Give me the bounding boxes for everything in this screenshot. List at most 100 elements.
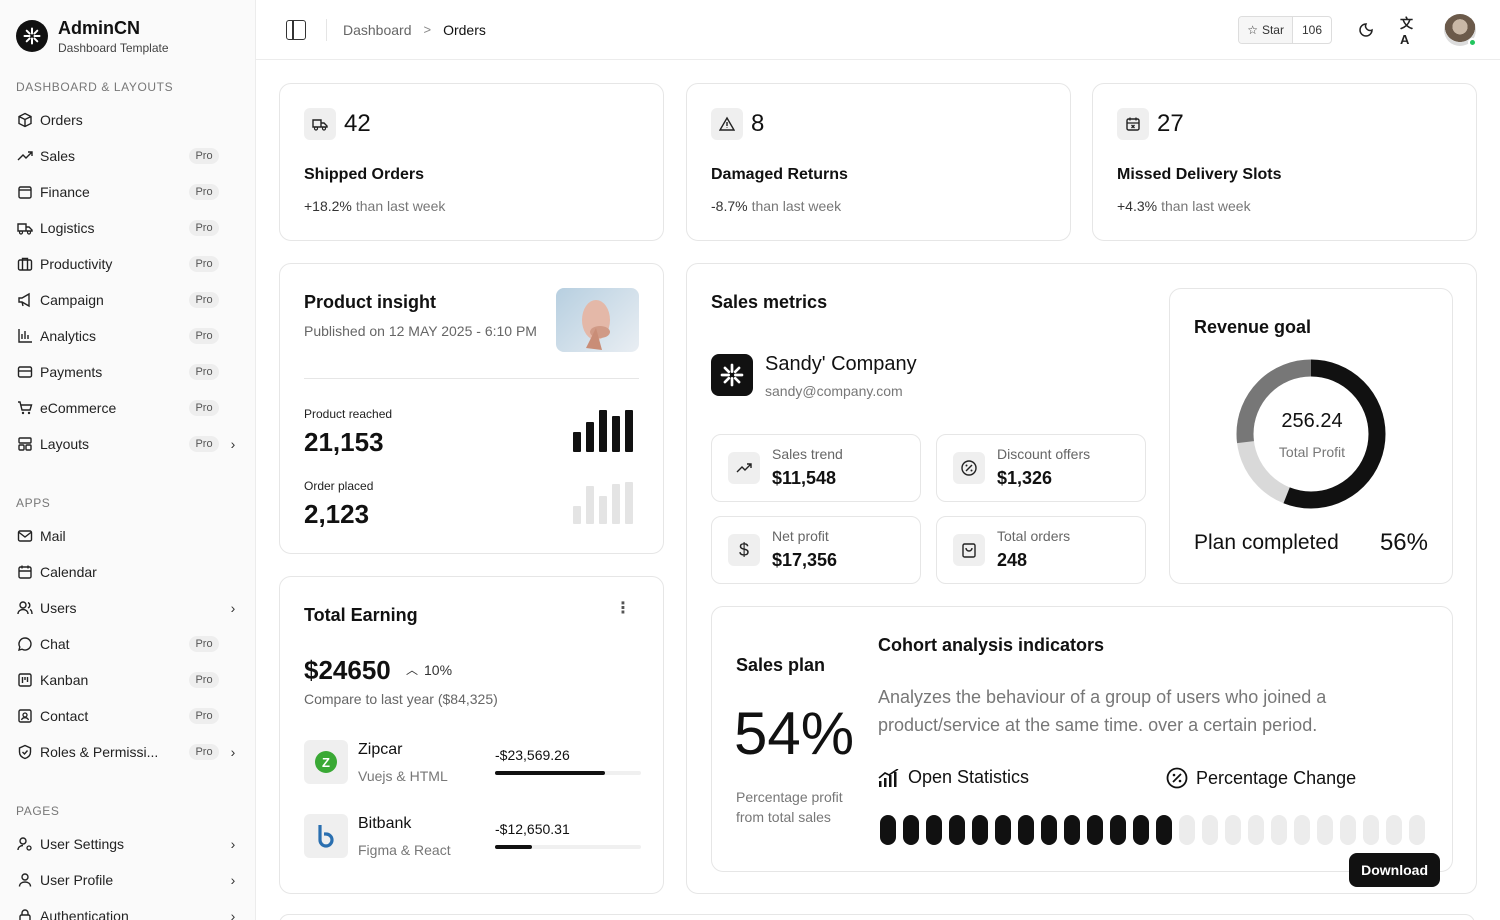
user-icon: [16, 871, 34, 889]
sidebar-item-label: User Profile: [40, 872, 114, 888]
published-date: Published on 12 MAY 2025 - 6:10 PM: [304, 323, 537, 339]
calendar-icon: [16, 563, 34, 581]
metric-box: $ Net profit $17,356: [711, 516, 921, 584]
sidebar-item-label: eCommerce: [40, 400, 117, 416]
sidebar-item-kanban[interactable]: Kanban Pro: [0, 662, 255, 698]
cohort-title: Cohort analysis indicators: [878, 635, 1105, 655]
progress-pill-filled: [926, 815, 942, 845]
github-star-button[interactable]: ☆ Star 106: [1238, 16, 1332, 44]
brand-logo-icon: [16, 20, 48, 52]
sidebar-item-layouts[interactable]: Layouts Pro ›: [0, 426, 255, 462]
sidebar-item-user-profile[interactable]: User Profile ›: [0, 862, 255, 898]
percent-circle-icon: [1166, 767, 1188, 789]
plan-completed-label: Plan completed: [1194, 531, 1339, 554]
sidebar-item-label: Chat: [40, 636, 70, 652]
sidebar-item-chat[interactable]: Chat Pro: [0, 626, 255, 662]
sidebar-item-authentication[interactable]: Authentication ›: [0, 898, 255, 920]
progress-pill-empty: [1248, 815, 1264, 845]
sidebar-item-campaign[interactable]: Campaign Pro: [0, 282, 255, 318]
sidebar-item-users[interactable]: Users ›: [0, 590, 255, 626]
sidebar-section-title: PAGES: [16, 804, 60, 818]
sidebar-item-label: Sales: [40, 148, 76, 164]
sidebar-item-user-settings[interactable]: User Settings ›: [0, 826, 255, 862]
sidebar-item-analytics[interactable]: Analytics Pro: [0, 318, 255, 354]
sales-metrics-card: Sales metrics Sandy' Company sandy@compa…: [686, 263, 1477, 894]
stat-card: 27 Missed Delivery Slots +4.3% than last …: [1092, 83, 1477, 241]
total-earning-card: Total Earning ⋮ $24650 ︿ 10% Compare to …: [279, 576, 664, 894]
earning-change: 10%: [424, 661, 453, 678]
chevron-right-icon: ›: [230, 436, 236, 452]
mail-icon: [16, 527, 34, 545]
topbar: Dashboard > Orders ☆ Star 106 文A: [256, 0, 1500, 60]
sidebar-item-orders[interactable]: Orders: [0, 102, 255, 138]
truck-icon: [16, 219, 34, 237]
open-statistics-link[interactable]: Open Statistics: [878, 767, 1029, 788]
progress-pill-empty: [1340, 815, 1356, 845]
progress-pill-filled: [972, 815, 988, 845]
brand-subtitle: Dashboard Template: [58, 40, 169, 55]
download-button[interactable]: Download: [1349, 853, 1440, 887]
progress-pill-empty: [1225, 815, 1241, 845]
progress-pill-empty: [1409, 815, 1425, 845]
stat-delta-text: than last week: [751, 198, 842, 214]
percentage-change-label: Percentage Change: [1196, 767, 1357, 788]
trending-up-icon: [728, 452, 760, 484]
stat-value: 8: [751, 110, 765, 137]
earning-row[interactable]: Z Zipcar Vuejs & HTML -$23,569.26: [304, 737, 641, 787]
metric-box: Total orders 248: [936, 516, 1146, 584]
sidebar-item-roles-permissi[interactable]: Roles & Permissi... Pro ›: [0, 734, 255, 770]
breadcrumb-current: Orders: [443, 21, 486, 38]
bar-chart-icon: [16, 327, 34, 345]
sidebar-item-contact[interactable]: Contact Pro: [0, 698, 255, 734]
metric-value: 248: [997, 550, 1028, 570]
company-email[interactable]: sandy@company.com: [765, 383, 903, 399]
zipcar-logo-icon: Z: [304, 740, 348, 789]
percentage-change-link[interactable]: Percentage Change: [1166, 767, 1356, 789]
sidebar-toggle-icon[interactable]: [286, 19, 306, 40]
chevron-right-icon: ›: [230, 600, 236, 616]
order-placed-label: Order placed: [304, 479, 374, 493]
pro-badge: Pro: [189, 256, 219, 272]
progress-pills: [880, 815, 1432, 845]
sidebar-item-label: Kanban: [40, 672, 89, 688]
earning-row-sub: Figma & React: [358, 842, 451, 858]
avatar[interactable]: [1444, 14, 1477, 47]
theme-toggle-icon[interactable]: [1356, 20, 1376, 40]
stat-value: 42: [344, 110, 371, 137]
stat-delta: +18.2%: [304, 198, 352, 214]
sidebar-item-payments[interactable]: Payments Pro: [0, 354, 255, 390]
star-icon: ☆: [1247, 23, 1258, 37]
progress-pill-empty: [1294, 815, 1310, 845]
shield-check-icon: [16, 743, 34, 761]
contact-icon: [16, 707, 34, 725]
breadcrumb-dashboard[interactable]: Dashboard: [343, 21, 412, 38]
pro-badge: Pro: [189, 220, 219, 236]
metric-label: Total orders: [997, 528, 1071, 544]
cohort-desc: Analyzes the behaviour of a group of use…: [878, 687, 1327, 735]
sidebar-item-productivity[interactable]: Productivity Pro: [0, 246, 255, 282]
pro-badge: Pro: [189, 744, 219, 760]
sidebar-item-finance[interactable]: Finance Pro: [0, 174, 255, 210]
earning-row[interactable]: Bitbank Figma & React -$12,650.31: [304, 811, 641, 861]
sidebar-item-label: Analytics: [40, 328, 97, 344]
brand[interactable]: AdminCN Dashboard Template: [0, 0, 255, 60]
sidebar-item-logistics[interactable]: Logistics Pro: [0, 210, 255, 246]
earning-row-name: Zipcar: [358, 741, 403, 758]
metric-value: $1,326: [997, 468, 1053, 488]
sidebar-item-calendar[interactable]: Calendar: [0, 554, 255, 590]
sidebar-item-ecommerce[interactable]: eCommerce Pro: [0, 390, 255, 426]
progress-pill-filled: [1018, 815, 1034, 845]
more-vertical-icon[interactable]: ⋮: [615, 600, 631, 617]
briefcase-icon: [16, 255, 34, 273]
revenue-sub: Total Profit: [1278, 444, 1346, 460]
earning-compare: Compare to last year ($84,325): [304, 691, 498, 707]
total-earning-title: Total Earning: [304, 605, 418, 625]
company-logo-icon: [711, 354, 753, 396]
stat-title: Missed Delivery Slots: [1117, 166, 1282, 183]
users-icon: [16, 599, 34, 617]
progress-pill-empty: [1317, 815, 1333, 845]
language-icon[interactable]: 文A: [1400, 16, 1414, 47]
sidebar-item-sales[interactable]: Sales Pro: [0, 138, 255, 174]
sidebar-item-mail[interactable]: Mail: [0, 518, 255, 554]
sidebar-section-title: DASHBOARD & LAYOUTS: [16, 80, 174, 94]
